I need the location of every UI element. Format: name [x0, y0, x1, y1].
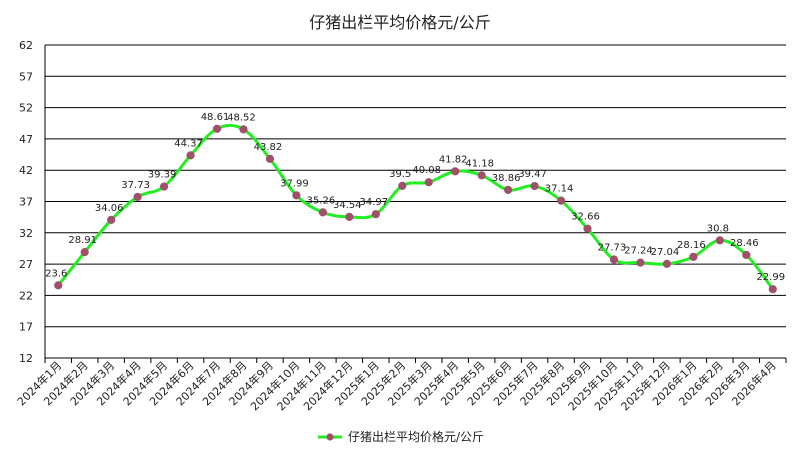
data-label: 35.26 — [307, 195, 336, 206]
data-label: 34.97 — [359, 197, 388, 208]
data-label: 44.37 — [174, 138, 203, 149]
legend: 仔猪出栏平均价格元/公斤 — [318, 429, 484, 444]
data-point — [504, 185, 513, 194]
data-label: 28.46 — [730, 238, 759, 249]
data-point — [742, 250, 751, 260]
y-tick-label: 37 — [19, 196, 33, 209]
data-label: 28.16 — [677, 240, 706, 251]
y-tick-label: 47 — [19, 133, 33, 146]
chart-title: 仔猪出栏平均价格元/公斤 — [309, 13, 490, 32]
data-point — [159, 182, 169, 191]
y-tick-label: 62 — [19, 39, 33, 52]
data-point — [451, 167, 460, 176]
data-point — [186, 151, 195, 160]
data-point — [530, 181, 539, 191]
data-label: 48.52 — [227, 112, 256, 123]
data-label: 34.06 — [95, 203, 124, 214]
y-tick-label: 17 — [19, 321, 33, 334]
data-point — [107, 215, 116, 225]
grid — [45, 44, 786, 359]
data-point — [689, 252, 698, 261]
data-point — [636, 258, 645, 267]
data-point — [556, 196, 566, 205]
series-line — [57, 123, 774, 291]
data-label: 37.14 — [545, 184, 574, 195]
data-point — [265, 154, 275, 163]
y-tick-label: 27 — [19, 258, 33, 271]
data-label: 38.86 — [492, 173, 521, 184]
data-label: 39.39 — [148, 170, 177, 181]
y-tick-label: 52 — [19, 102, 33, 115]
data-point — [662, 259, 672, 268]
data-label: 27.73 — [598, 243, 627, 254]
data-point — [583, 224, 592, 233]
data-point — [212, 124, 222, 133]
y-tick-label: 57 — [19, 70, 33, 83]
data-point — [371, 210, 380, 219]
data-label: 22.99 — [756, 272, 785, 283]
y-tick-label: 12 — [19, 352, 33, 365]
y-tick-label: 42 — [19, 164, 33, 177]
data-label: 32.66 — [571, 212, 600, 223]
data-point — [292, 191, 301, 200]
data-point — [424, 178, 433, 187]
legend-label: 仔猪出栏平均价格元/公斤 — [348, 429, 484, 444]
data-label: 34.54 — [333, 200, 362, 211]
data-point — [768, 285, 777, 294]
data-label: 27.24 — [624, 246, 653, 257]
data-point — [609, 255, 619, 264]
data-point — [715, 236, 724, 245]
y-axis: 12 17 22 27 32 37 42 47 52 57 62 — [19, 39, 46, 365]
data-label: 23.6 — [45, 268, 67, 279]
data-label: 27.04 — [651, 247, 680, 258]
data-label: 37.99 — [280, 178, 309, 189]
data-label: 30.8 — [707, 223, 729, 234]
data-point — [133, 192, 142, 202]
x-axis: 2024年1月2024年2月2024年3月2024年4月2024年5月2024年… — [14, 357, 787, 413]
data-label: 40.08 — [412, 165, 441, 176]
data-point — [398, 181, 407, 190]
data-label: 43.82 — [254, 142, 283, 153]
data-label: 41.18 — [465, 158, 494, 169]
data-label: 39.5 — [389, 169, 411, 180]
data-label: 39.47 — [518, 169, 547, 180]
data-point — [80, 248, 89, 257]
data-point — [318, 208, 327, 217]
y-tick-label: 22 — [19, 289, 33, 302]
data-point — [345, 212, 354, 221]
data-label: 41.82 — [439, 154, 468, 165]
data-label: 48.61 — [201, 112, 230, 123]
y-tick-label: 32 — [19, 227, 33, 240]
data-point — [239, 125, 248, 134]
data-point — [477, 171, 486, 180]
data-point — [54, 281, 63, 290]
data-label: 37.73 — [121, 180, 150, 191]
legend-marker-swatch — [326, 433, 334, 441]
data-label: 28.91 — [68, 235, 97, 246]
